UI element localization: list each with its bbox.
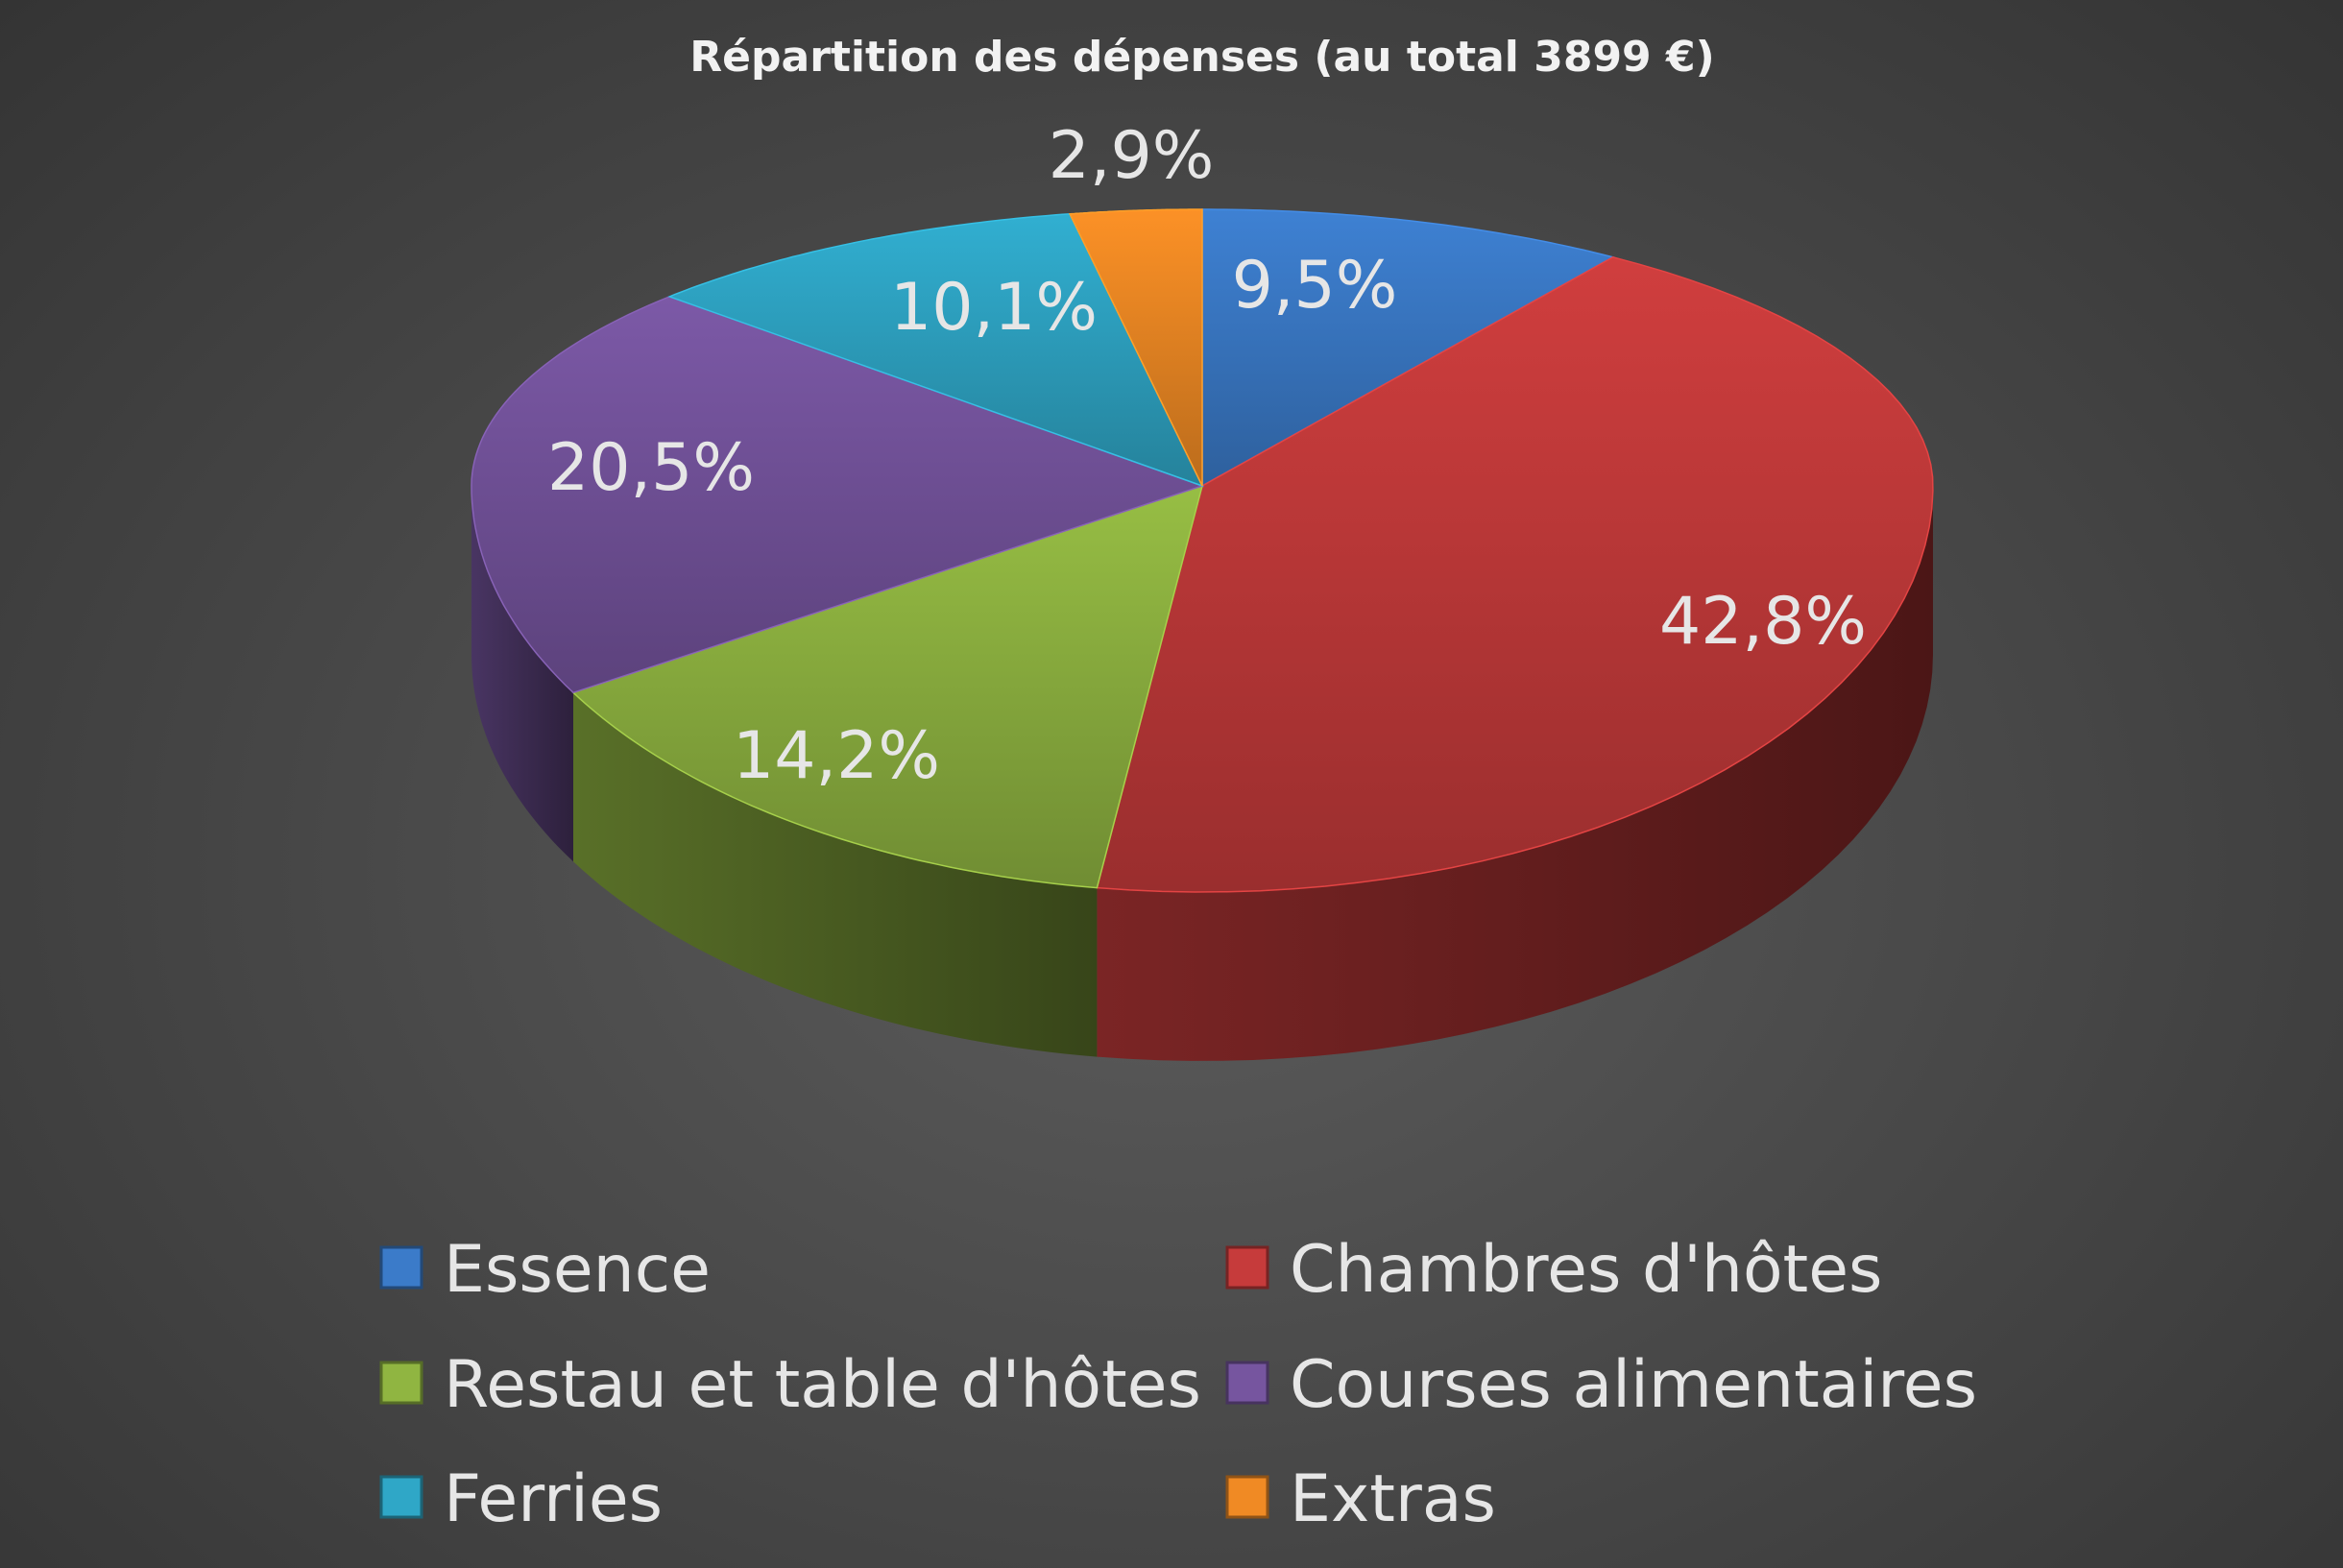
data-label: 10,1%: [890, 270, 1098, 346]
legend-label: Restau et table d'hôtes: [444, 1347, 1201, 1423]
chart-title: Répartition des dépenses (au total 3899 …: [689, 33, 1714, 82]
legend-swatch: [1225, 1245, 1269, 1290]
legend-swatch: [379, 1475, 423, 1519]
legend-label: Courses alimentaires: [1290, 1347, 1977, 1423]
pie-slice-3: [471, 296, 1205, 694]
legend-label: Chambres d'hôtes: [1290, 1232, 1882, 1308]
data-labels: 9,5% 42,8% 14,2% 20,5% 10,1% 2,9%: [547, 118, 1867, 794]
legend-swatch: [1225, 1361, 1269, 1405]
legend-label: Ferries: [444, 1461, 663, 1537]
legend-item: Chambres d'hôtes: [1225, 1232, 1882, 1308]
pie-slice-5: [1068, 208, 1203, 487]
pie-slice-2: [571, 484, 1204, 889]
legend-item: Essence: [379, 1232, 711, 1308]
pie-slices: [471, 208, 1934, 893]
pie-side-3: [471, 486, 573, 862]
pie-slice-0: [1201, 208, 1615, 488]
pie-slice-4: [667, 213, 1204, 488]
data-label: 14,2%: [733, 718, 940, 794]
data-label: 20,5%: [547, 430, 755, 506]
legend-item: Extras: [1225, 1461, 1496, 1537]
legend-label: Essence: [444, 1232, 711, 1308]
legend-swatch: [379, 1361, 423, 1405]
pie-side-1: [1097, 486, 1933, 1061]
legend: Essence Chambres d'hôtes Restau et table d…: [379, 1232, 1977, 1537]
legend-item: Courses alimentaires: [1225, 1347, 1977, 1423]
legend-item: Restau et table d'hôtes: [379, 1347, 1201, 1423]
legend-swatch: [1225, 1475, 1269, 1519]
data-label: 2,9%: [1049, 118, 1215, 194]
pie-slice-1: [1096, 255, 1934, 893]
legend-item: Ferries: [379, 1461, 663, 1537]
data-label: 42,8%: [1659, 584, 1867, 660]
legend-label: Extras: [1290, 1461, 1496, 1537]
data-label: 9,5%: [1232, 248, 1398, 324]
legend-swatch: [379, 1245, 423, 1290]
